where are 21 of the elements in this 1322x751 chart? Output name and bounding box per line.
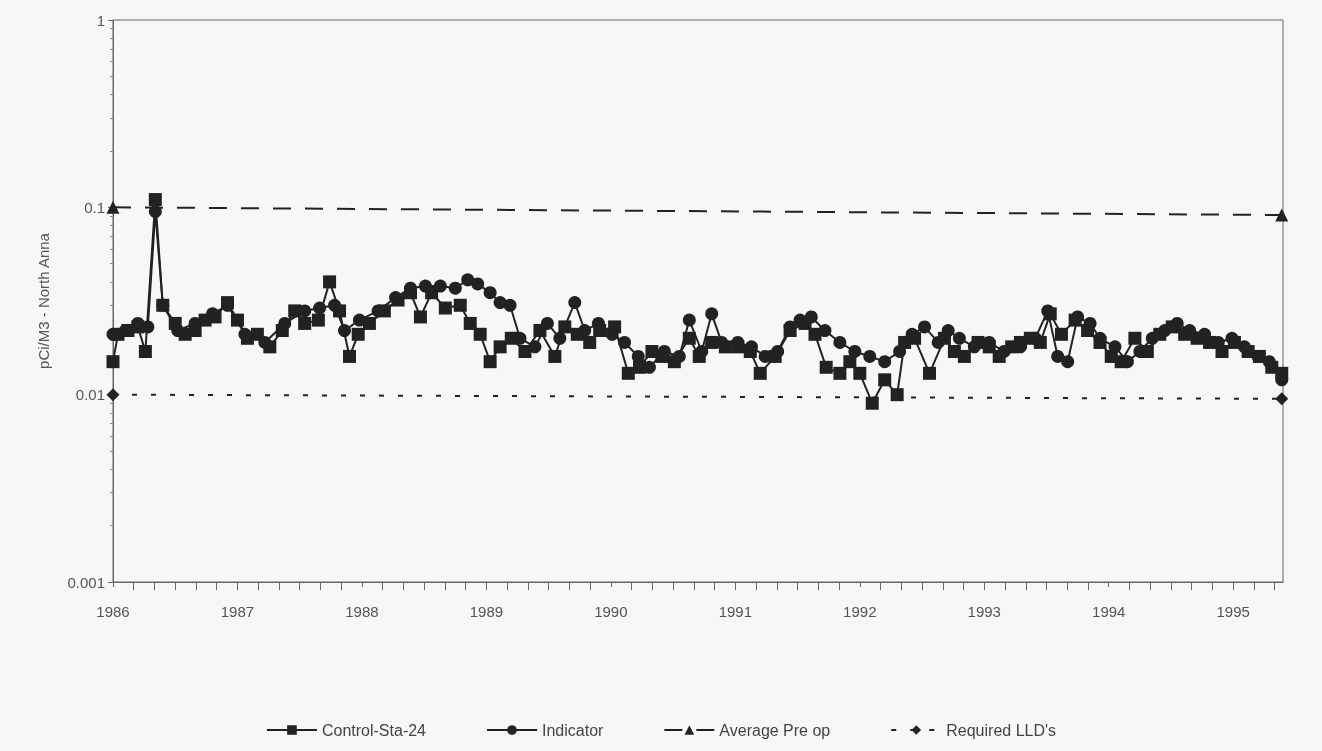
y-tick-label: 0.001	[67, 573, 105, 591]
x-tick-label: 1986	[96, 603, 130, 620]
point	[106, 388, 120, 402]
x-tick-label: 1988	[345, 603, 379, 620]
x-tick-label: 1992	[843, 603, 877, 620]
y-axis-title: pCi/M3 - North Anna	[35, 232, 52, 369]
y-tick-label: 0.1	[84, 198, 105, 216]
x-tick-label: 1989	[469, 603, 504, 620]
y-tick-label: 0.01	[75, 386, 105, 404]
legend-label: Average Pre op	[719, 721, 831, 739]
x-tick-label: 1993	[967, 603, 1001, 620]
y-tick-label: 1	[96, 11, 105, 29]
point	[1275, 392, 1289, 406]
legend-label: Control-Sta-24	[321, 721, 427, 739]
x-tick-label: 1990	[594, 603, 628, 620]
x-tick-label: 1987	[220, 603, 255, 620]
x-tick-label: 1991	[718, 603, 753, 620]
x-tick-label: 1995	[1216, 603, 1250, 620]
legend-label: Indicator	[542, 721, 605, 739]
x-tick-label: 1994	[1092, 603, 1126, 620]
legend-label: Required LLD's	[946, 721, 1057, 739]
